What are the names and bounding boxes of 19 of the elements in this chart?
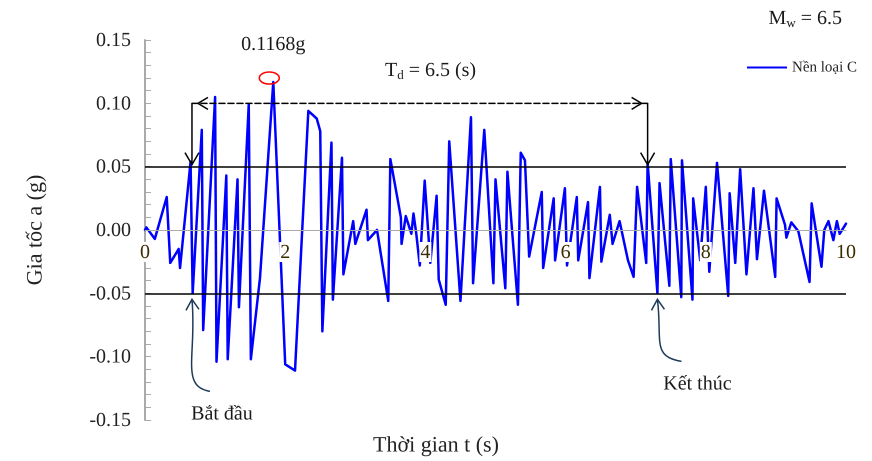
annotation: Kết thúc <box>663 372 732 394</box>
y-tick-label: 0.00 <box>96 219 131 241</box>
x-tick-label: 0 <box>140 241 150 263</box>
x-tick-label: 8 <box>700 241 711 263</box>
x-tick-label: 6 <box>560 241 571 263</box>
x-axis-title: Thời gian t (s) <box>373 432 499 456</box>
y-axis-title: Gia tốc a (g) <box>22 174 46 286</box>
x-tick-label: 4 <box>420 241 430 263</box>
y-tick-label: -0.05 <box>89 282 131 304</box>
y-tick-label: 0.10 <box>96 92 131 114</box>
legend-label: Nền loại C <box>792 60 858 76</box>
y-tick-label: 0.15 <box>96 29 131 51</box>
y-tick-label: -0.15 <box>89 409 131 431</box>
x-tick-label: 10 <box>836 241 856 263</box>
annotation: 0.1168g <box>241 33 306 56</box>
y-tick-label: 0.05 <box>96 156 131 178</box>
annotation: Bắt đầu <box>191 402 253 424</box>
y-tick-label: -0.10 <box>89 346 131 368</box>
x-tick-label: 2 <box>280 241 290 263</box>
